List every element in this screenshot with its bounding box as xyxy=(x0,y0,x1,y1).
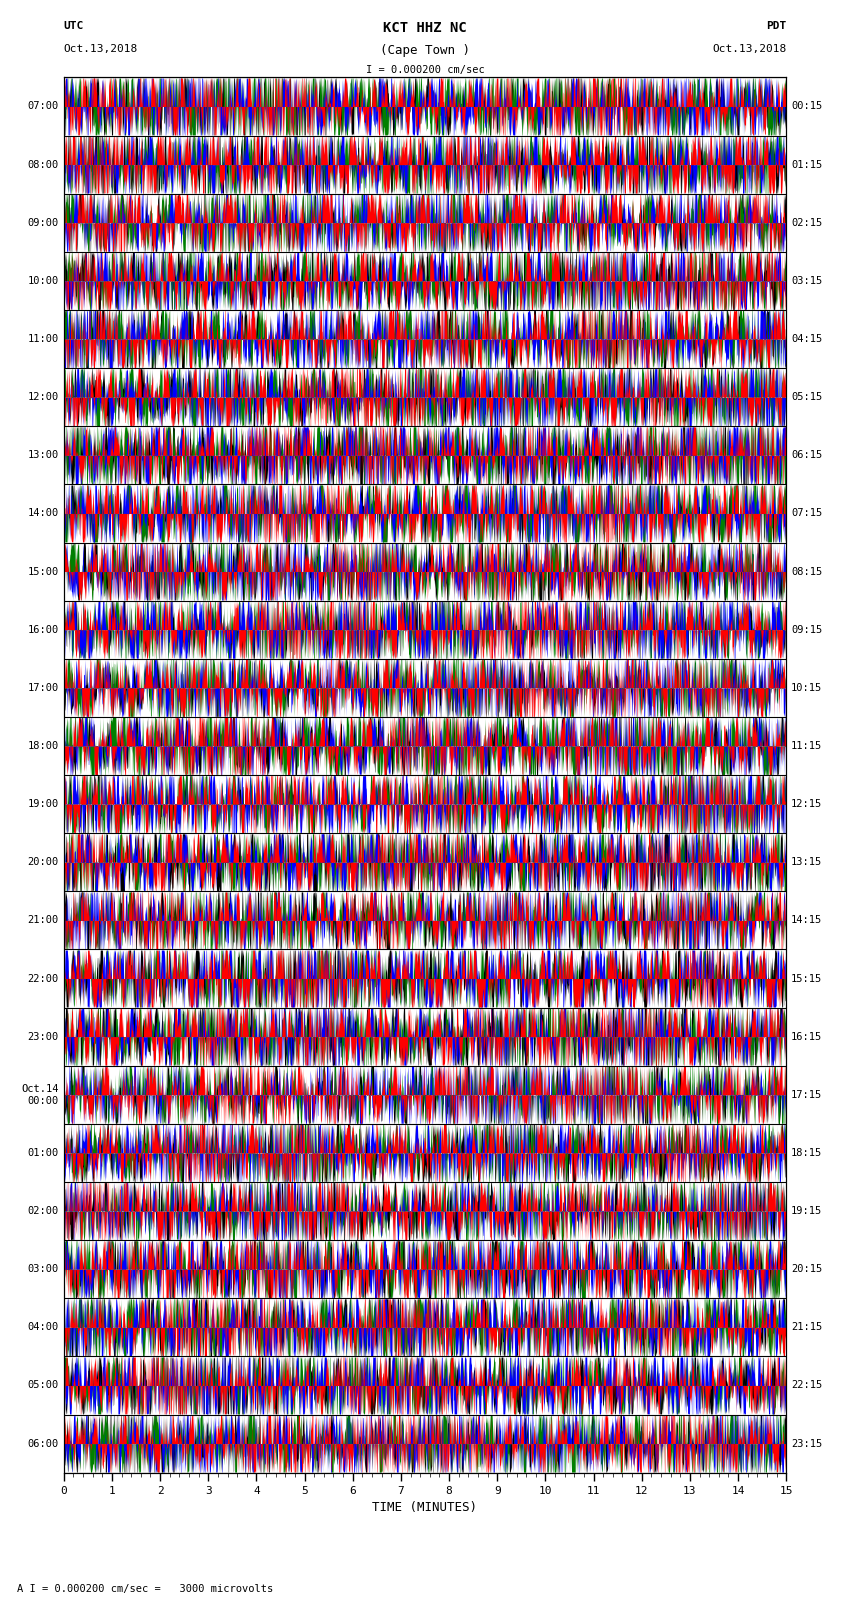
Text: (Cape Town ): (Cape Town ) xyxy=(380,44,470,56)
Text: A I = 0.000200 cm/sec =   3000 microvolts: A I = 0.000200 cm/sec = 3000 microvolts xyxy=(17,1584,273,1594)
Text: UTC: UTC xyxy=(64,21,84,31)
Text: PDT: PDT xyxy=(766,21,786,31)
X-axis label: TIME (MINUTES): TIME (MINUTES) xyxy=(372,1502,478,1515)
Text: Oct.13,2018: Oct.13,2018 xyxy=(712,44,786,53)
Text: KCT HHZ NC: KCT HHZ NC xyxy=(383,21,467,35)
Text: Oct.13,2018: Oct.13,2018 xyxy=(64,44,138,53)
Text: I = 0.000200 cm/sec: I = 0.000200 cm/sec xyxy=(366,65,484,74)
